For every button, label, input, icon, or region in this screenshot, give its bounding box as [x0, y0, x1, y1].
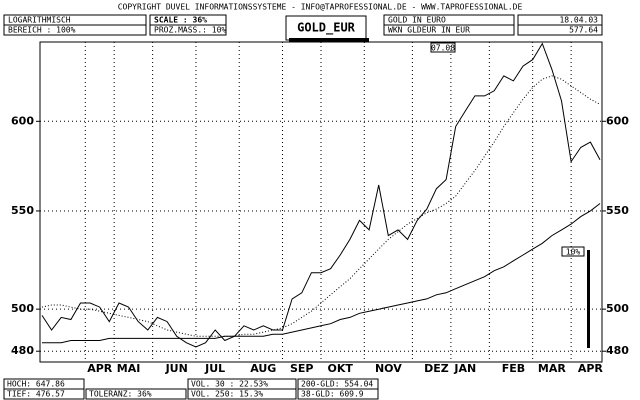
scale-bar-label: 10% — [566, 248, 581, 257]
series-line — [42, 203, 601, 344]
box — [561, 246, 585, 257]
series-line — [41, 75, 601, 337]
high: HOCH: 647.86 — [7, 380, 65, 389]
x-tick-label: OKT — [328, 362, 354, 375]
name: GOLD IN EURO — [388, 16, 446, 25]
scale: SCALE : 36% — [154, 16, 207, 25]
y-tick-label: 600 — [606, 114, 629, 127]
box — [149, 24, 227, 36]
x-tick-label: JUL — [204, 362, 225, 375]
y-tick-label: 500 — [11, 302, 34, 315]
box — [187, 388, 297, 400]
vol30: VOL. 30 : 22.53% — [191, 380, 268, 389]
x-tick-label: MAI — [117, 362, 141, 375]
y-tick-label: 550 — [11, 204, 34, 217]
box — [85, 388, 187, 400]
box — [285, 15, 367, 41]
box — [3, 24, 147, 36]
gld200: 200-GLD: 554.04 — [301, 380, 373, 389]
date: 18.04.03 — [559, 16, 598, 25]
y-tick-label: 480 — [11, 344, 34, 357]
low: TIEF: 476.57 — [7, 390, 65, 399]
scale-bar — [587, 250, 590, 348]
x-tick-label: JAN — [453, 362, 476, 375]
gld38: 38-GLD: 609.9 — [301, 390, 364, 399]
box — [3, 388, 85, 400]
tolerance: TOLERANZ: 36% — [89, 390, 152, 399]
x-tick-label: JUN — [165, 362, 188, 375]
x-tick-label: AUG — [250, 362, 276, 375]
x-tick-label: APR — [578, 362, 604, 375]
y-tick-label: 550 — [606, 204, 629, 217]
symbol: GOLD_EUR — [297, 21, 356, 36]
x-tick-label: APR — [87, 362, 113, 375]
x-tick-label: FEB — [502, 362, 525, 375]
copyright: COPYRIGHT DUVEL INFORMATIONSSYSTEME - IN… — [118, 3, 523, 12]
y-tick-label: 600 — [11, 114, 34, 127]
wkn: WKN GLDEUR IN EUR — [388, 26, 470, 35]
vol250: VOL. 250: 15.3% — [191, 390, 263, 399]
box — [383, 24, 515, 36]
x-tick-label: DEZ — [424, 362, 449, 375]
scale-mode: LOGARITHMISCH — [8, 16, 71, 25]
x-tick-label: NOV — [375, 362, 402, 375]
box — [297, 388, 379, 400]
y-tick-label: 500 — [606, 302, 629, 315]
percent-measure: PROZ.MASS.: 10% — [154, 26, 226, 35]
series-line — [41, 42, 601, 348]
box — [517, 24, 603, 36]
box — [430, 42, 456, 53]
y-tick-label: 480 — [606, 344, 629, 357]
date-marker: 07.08 — [431, 44, 455, 53]
shadow — [289, 38, 369, 42]
x-tick-label: MAR — [538, 362, 566, 375]
range: BEREICH : 100% — [8, 26, 76, 35]
x-tick-label: SEP — [290, 362, 314, 375]
last: 577.64 — [569, 26, 598, 35]
